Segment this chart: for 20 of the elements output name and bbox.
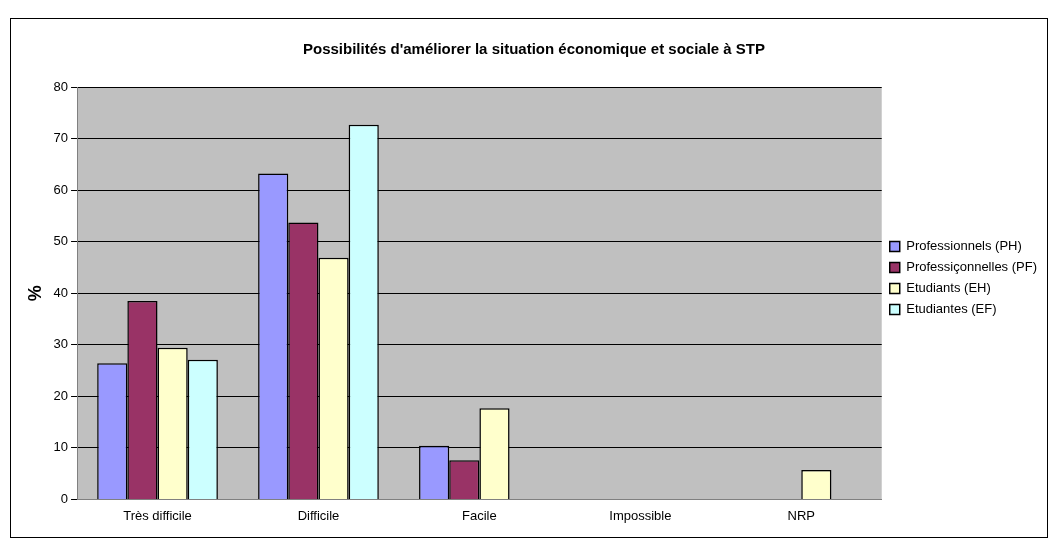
legend-label: Etudiantes (EF) (906, 301, 997, 317)
y-axis-title: % (24, 285, 45, 302)
y-tick-label: 60 (53, 181, 69, 197)
y-tick-label: 50 (53, 233, 69, 249)
chart-title: Possibilités d'améliorer la situation économique et sociale à STP (302, 40, 766, 58)
legend-label: Professiçonnelles (PF) (906, 259, 1038, 275)
y-tick-label: 70 (53, 130, 69, 146)
y-tick-label: 10 (53, 439, 69, 455)
y-tick-label: 0 (60, 490, 69, 506)
legend-label: Etudiants (EH) (906, 280, 991, 296)
x-tick-label: Difficile (297, 507, 340, 523)
x-tick-label: Très difficile (123, 507, 192, 523)
y-tick-label: 30 (53, 336, 69, 352)
x-tick-label: Facile (462, 507, 497, 523)
y-tick-label: 40 (53, 284, 69, 300)
x-tick-label: NRP (787, 507, 815, 523)
y-tick-label: 20 (53, 387, 69, 403)
y-tick-label: 80 (53, 78, 69, 94)
x-tick-label: Impossible (609, 507, 672, 523)
legend-label: Professionnels (PH) (906, 238, 1022, 254)
